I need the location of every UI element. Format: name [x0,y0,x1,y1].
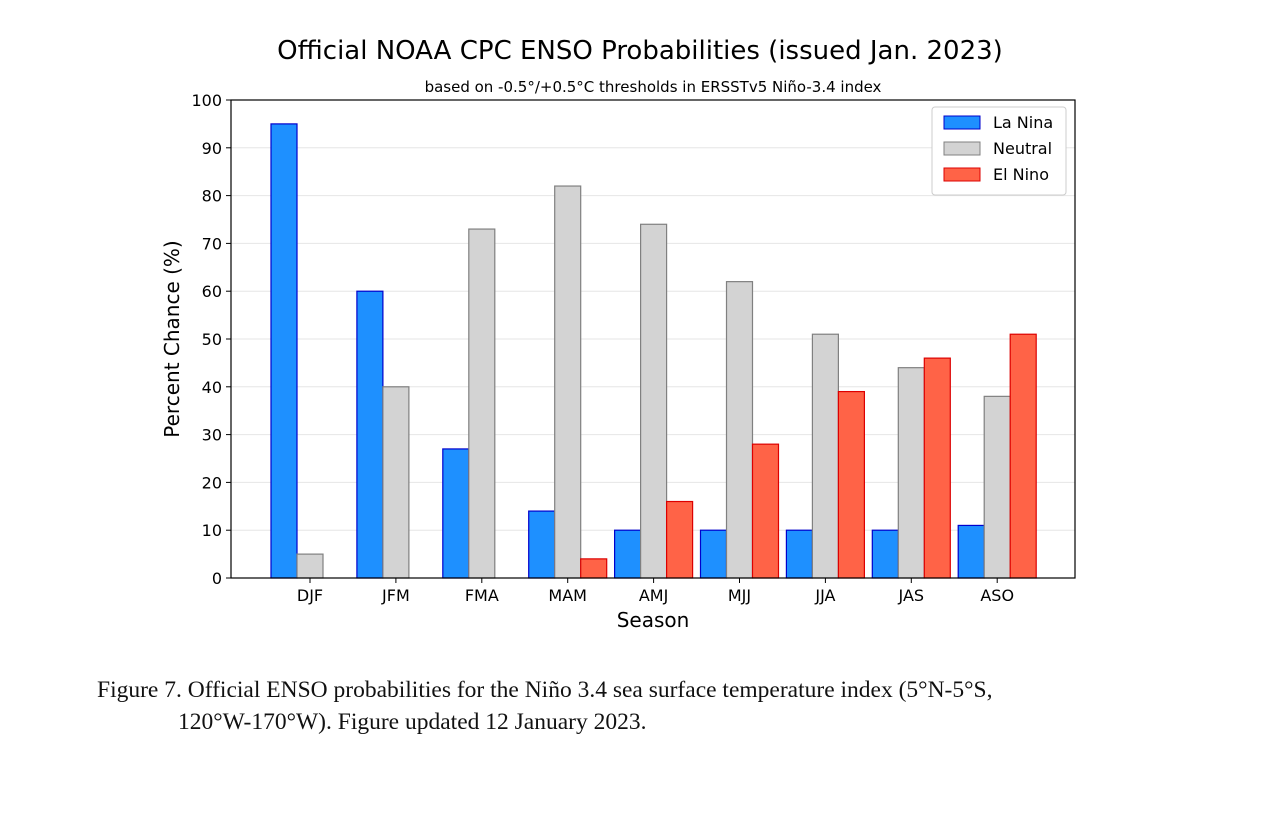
y-tick-label: 90 [202,139,222,158]
y-tick-label: 80 [202,187,222,206]
bar-neutral-fma [468,228,496,579]
legend: La Nina Neutral El Nino [931,106,1067,196]
x-tick-label: JAS [898,586,925,605]
bar-neutral-mam [554,185,582,579]
bar-neutral-amj [639,223,668,579]
chart-subtitle: based on -0.5°/+0.5°C thresholds in ERSS… [425,78,882,96]
y-tick-label: 0 [212,569,222,588]
bar-el-nino-aso [1009,333,1037,579]
bar-el-nino-jja [837,390,866,579]
x-tick-label: MAM [548,586,587,605]
x-tick-label: FMA [465,586,499,605]
caption-line-1: Figure 7. Official ENSO probabilities fo… [97,677,993,703]
x-tick-label: AMJ [639,586,668,605]
y-tick-label: 60 [202,282,222,301]
legend-label: El Nino [993,165,1049,184]
y-tick-label: 30 [202,426,222,445]
y-tick-label: 100 [191,91,222,110]
bar-neutral-djf [296,553,324,579]
bar-la-nina-djf [270,123,298,579]
bar-la-nina-mjj [699,529,728,579]
legend-swatch-la-nina [943,115,981,130]
x-axis-label: Season [617,608,690,632]
bar-la-nina-jfm [356,290,384,579]
y-tick-label: 40 [202,378,222,397]
bar-la-nina-jas [871,529,899,579]
legend-label: Neutral [993,139,1052,158]
y-axis-label: Percent Chance (%) [160,240,184,437]
bar-neutral-mjj [725,281,754,579]
y-tick-label: 50 [202,330,222,349]
chart-title: Official NOAA CPC ENSO Probabilities (is… [277,36,1003,66]
bar-neutral-jja [811,333,840,579]
bar-la-nina-aso [957,524,985,579]
legend-swatch-neutral [943,141,981,156]
bar-neutral-jas [897,367,925,579]
bar-la-nina-mam [528,510,556,579]
bar-neutral-jfm [382,386,410,579]
y-tick-label: 70 [202,234,222,253]
x-tick-label: JJA [814,586,835,605]
bar-el-nino-jas [923,357,951,579]
bar-el-nino-amj [665,500,694,579]
bar-la-nina-fma [442,448,470,579]
figure-caption: Figure 7. Official ENSO probabilities fo… [97,674,1197,738]
bar-el-nino-mam [580,558,608,579]
legend-swatch-el-nino [943,167,981,182]
y-tick-label: 20 [202,473,222,492]
x-tick-label: ASO [980,586,1014,605]
bar-el-nino-mjj [751,443,780,579]
bar-neutral-aso [983,395,1011,579]
bar-la-nina-amj [613,529,642,579]
y-tick-label: 10 [202,521,222,540]
bar-la-nina-jja [785,529,814,579]
x-tick-label: DJF [297,586,323,605]
x-tick-label: JFM [381,586,410,605]
x-tick-label: MJJ [728,586,751,605]
legend-label: La Nina [993,113,1053,132]
caption-line-2: 120°W-170°W). Figure updated 12 January … [178,709,647,735]
